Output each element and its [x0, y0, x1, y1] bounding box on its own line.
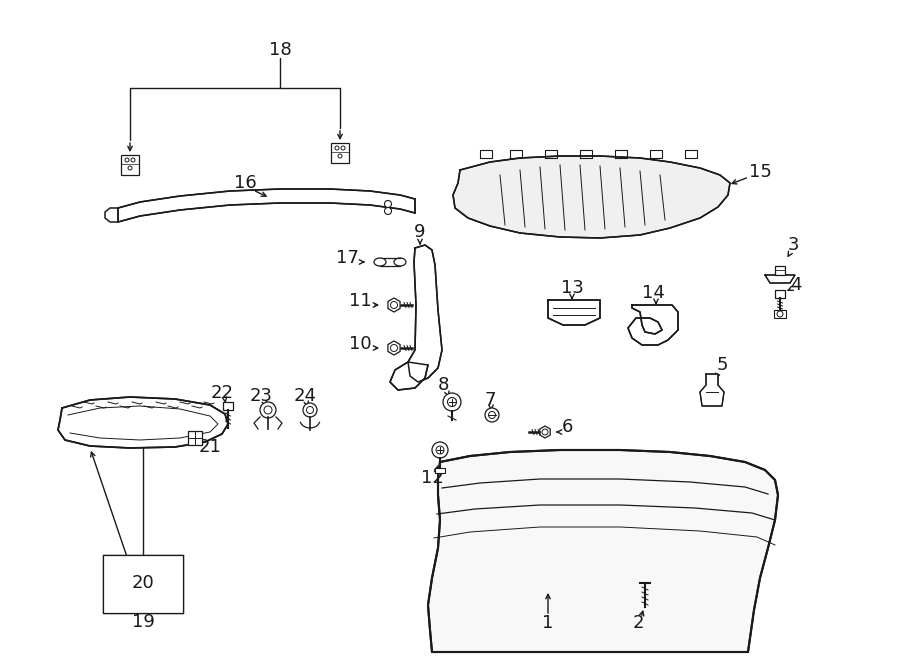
Text: 7: 7 [484, 391, 496, 409]
Circle shape [485, 408, 499, 422]
Text: 3: 3 [788, 236, 799, 254]
Polygon shape [628, 305, 678, 345]
Text: 8: 8 [437, 376, 449, 394]
Polygon shape [700, 374, 724, 406]
FancyBboxPatch shape [775, 290, 785, 298]
Polygon shape [388, 341, 400, 355]
FancyBboxPatch shape [121, 155, 139, 175]
Text: 24: 24 [293, 387, 317, 405]
Ellipse shape [374, 258, 386, 266]
Polygon shape [428, 450, 778, 652]
Circle shape [338, 154, 342, 158]
Text: 23: 23 [249, 387, 273, 405]
Circle shape [542, 429, 548, 435]
Text: 17: 17 [336, 249, 358, 267]
Text: 4: 4 [790, 276, 802, 294]
Ellipse shape [394, 258, 406, 266]
Text: 10: 10 [348, 335, 372, 353]
Circle shape [443, 393, 461, 411]
Polygon shape [408, 245, 442, 382]
Text: 11: 11 [348, 292, 372, 310]
Polygon shape [390, 362, 428, 390]
Circle shape [432, 442, 448, 458]
Circle shape [391, 344, 398, 352]
Text: 19: 19 [131, 613, 155, 631]
Circle shape [264, 406, 272, 414]
FancyBboxPatch shape [103, 555, 183, 613]
Text: 16: 16 [234, 174, 256, 192]
Circle shape [128, 166, 132, 170]
FancyBboxPatch shape [188, 431, 202, 445]
Circle shape [341, 146, 345, 150]
Text: 1: 1 [543, 614, 553, 632]
Text: 12: 12 [420, 469, 444, 487]
Text: 6: 6 [562, 418, 572, 436]
Polygon shape [453, 156, 730, 238]
Circle shape [436, 446, 444, 454]
Text: 21: 21 [199, 438, 221, 456]
FancyBboxPatch shape [774, 310, 786, 318]
Circle shape [303, 403, 317, 417]
Text: 13: 13 [561, 279, 583, 297]
Text: 9: 9 [414, 223, 426, 241]
Text: 14: 14 [642, 284, 664, 302]
Polygon shape [388, 298, 400, 312]
Polygon shape [540, 426, 550, 438]
FancyBboxPatch shape [223, 402, 233, 410]
Circle shape [335, 146, 339, 150]
Circle shape [384, 200, 392, 208]
Text: 15: 15 [749, 163, 771, 181]
Text: 2: 2 [632, 614, 644, 632]
Text: 5: 5 [716, 356, 728, 374]
FancyBboxPatch shape [331, 143, 349, 163]
Polygon shape [548, 300, 600, 325]
Circle shape [391, 301, 398, 309]
Polygon shape [58, 397, 228, 448]
Circle shape [131, 158, 135, 162]
Text: 18: 18 [268, 41, 292, 59]
Circle shape [307, 407, 313, 414]
FancyBboxPatch shape [775, 266, 785, 275]
Polygon shape [118, 189, 415, 222]
Circle shape [489, 412, 496, 418]
Circle shape [125, 158, 129, 162]
Polygon shape [765, 275, 795, 283]
Circle shape [260, 402, 276, 418]
Text: 22: 22 [211, 384, 233, 402]
Circle shape [777, 311, 783, 317]
FancyBboxPatch shape [435, 468, 445, 473]
Circle shape [384, 208, 392, 215]
Circle shape [447, 397, 456, 407]
Text: 20: 20 [131, 574, 155, 592]
